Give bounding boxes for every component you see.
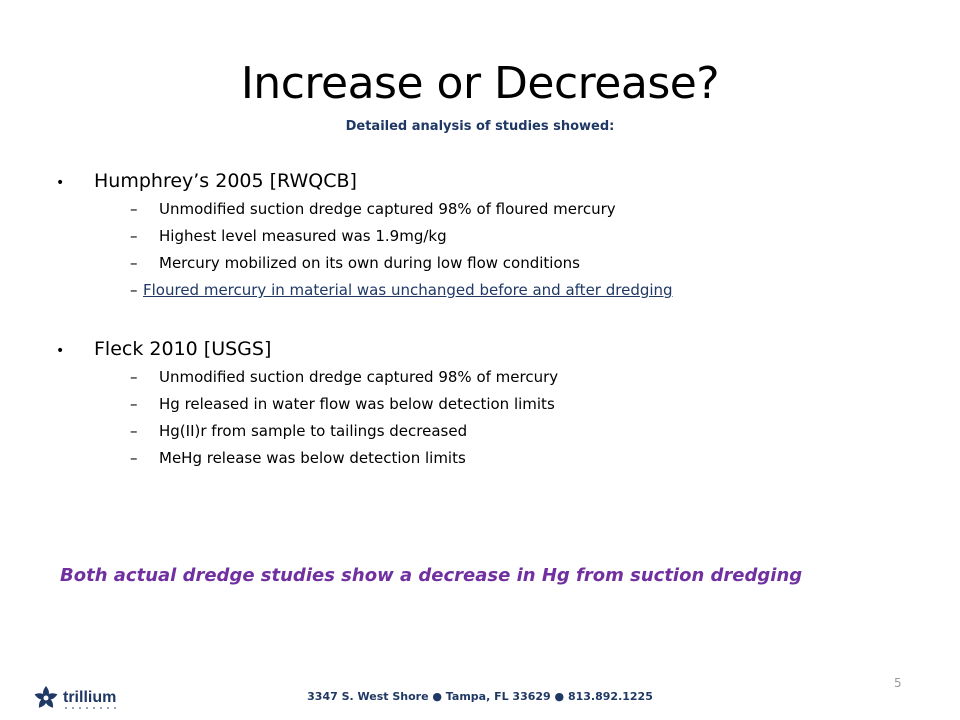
finding-text: Hg(II)r from sample to tailings decrease… [159,422,468,440]
finding-text: Mercury mobilized on its own during low … [159,254,580,272]
slide-title: Increase or Decrease? [240,58,720,109]
dash-icon: – [130,227,138,245]
dash-icon: – [130,281,138,299]
finding-text: Unmodified suction dredge captured 98% o… [159,368,559,386]
finding-link[interactable]: Floured mercury in material was unchange… [143,281,673,299]
dash-icon: – [130,368,138,386]
finding-text: Unmodified suction dredge captured 98% o… [159,200,616,218]
finding-text: Highest level measured was 1.9mg/kg [159,227,447,245]
logo-wordmark: trillium [63,689,116,706]
dash-icon: – [130,200,138,218]
footer-address: 3347 S. West Shore ● Tampa, FL 33629 ● 8… [307,690,653,703]
finding-text: MeHg release was below detection limits [159,449,466,467]
bullet-icon: • [56,343,65,359]
dash-icon: – [130,395,138,413]
bullet-icon: • [56,175,65,191]
slide-subtitle: Detailed analysis of studies showed: [345,119,615,134]
conclusion-statement: Both actual dredge studies show a decrea… [60,565,803,586]
dash-icon: – [130,254,138,272]
dash-icon: – [130,449,138,467]
trillium-flower-logo-icon: trillium [34,686,116,709]
study-heading: Fleck 2010 [USGS] [94,338,272,360]
study-heading: Humphrey’s 2005 [RWQCB] [94,170,357,192]
dash-icon: – [130,422,138,440]
finding-text: Hg released in water flow was below dete… [159,395,555,413]
logo-subline-dots [65,707,116,709]
page-number: 5 [894,676,902,690]
trillium-logo: trillium [33,683,153,713]
